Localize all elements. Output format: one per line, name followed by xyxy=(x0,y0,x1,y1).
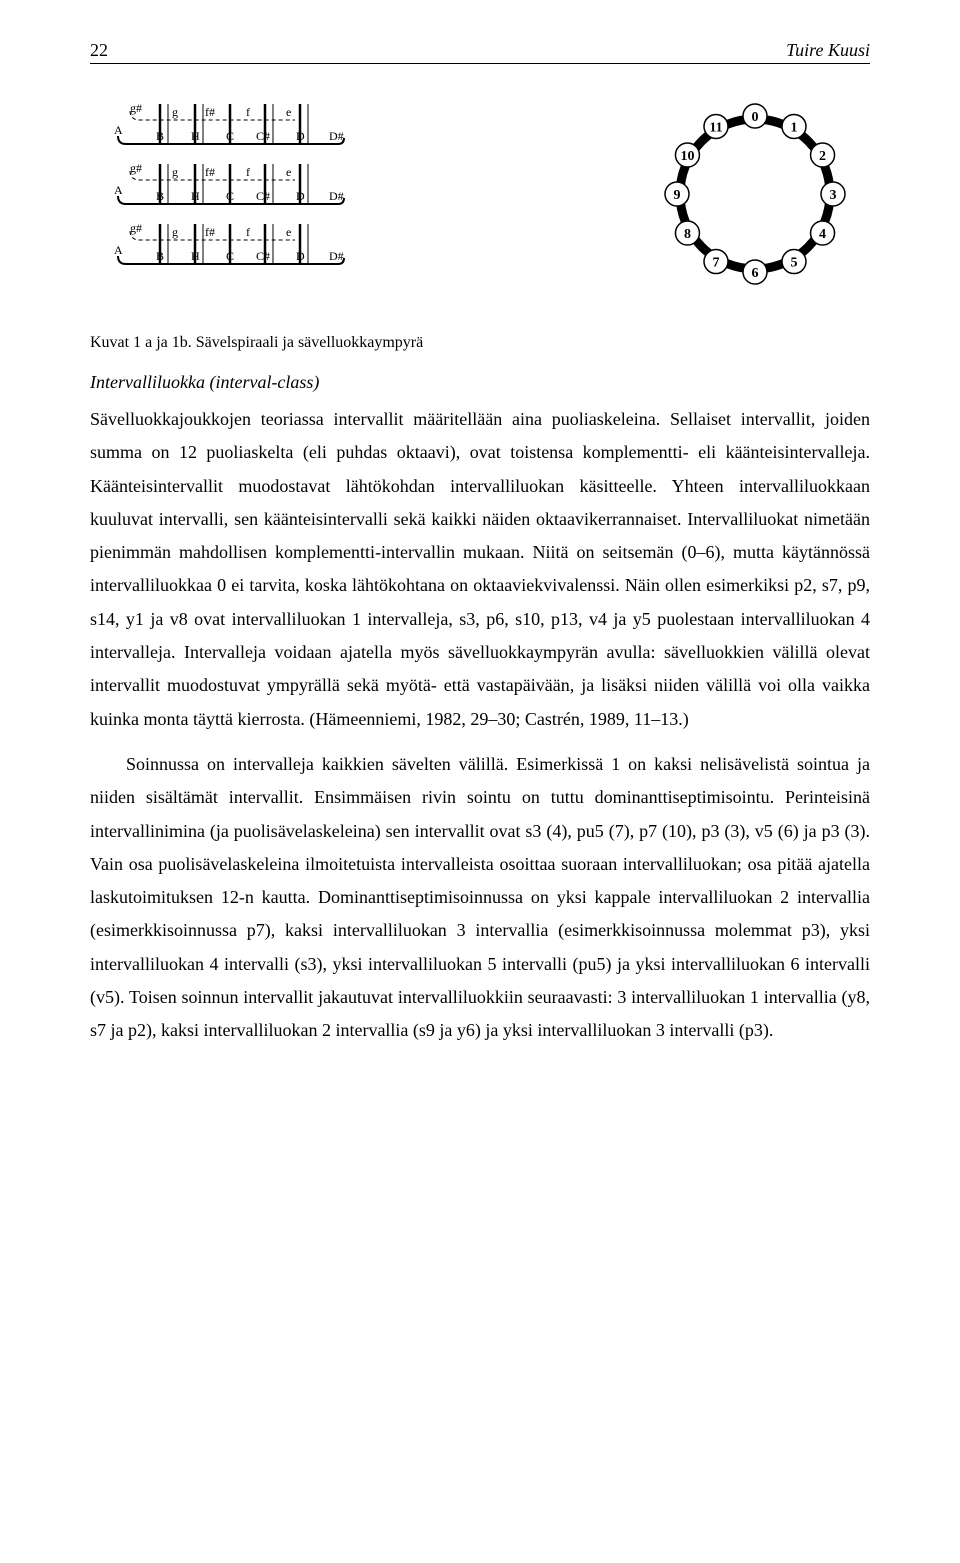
spiral-label: g xyxy=(172,165,178,179)
spiral-label: g# xyxy=(130,221,142,235)
spiral-label: g xyxy=(172,105,178,119)
clock-ring xyxy=(680,119,830,269)
clock-num-label: 7 xyxy=(713,256,720,271)
spiral-label: D# xyxy=(329,189,344,203)
clock-num-label: 10 xyxy=(680,149,694,164)
clock-num-label: 6 xyxy=(752,266,759,281)
figure-clock: 0 1 2 3 4 5 6 7 8 9 10 11 xyxy=(640,94,870,294)
clock-num-label: 0 xyxy=(752,110,759,125)
clock-num-label: 4 xyxy=(819,227,826,242)
spiral-label: e xyxy=(286,225,291,239)
figure-caption: Kuvat 1 a ja 1b. Sävelspiraali ja sävell… xyxy=(90,334,870,352)
spiral-label: C xyxy=(226,189,234,203)
clock-num-label: 8 xyxy=(684,227,691,242)
spiral-label: A xyxy=(114,183,123,197)
spiral-label: f# xyxy=(205,225,215,239)
spiral-label: D xyxy=(296,129,305,143)
spiral-label: D# xyxy=(329,129,344,143)
page-number: 22 xyxy=(90,40,108,61)
clock-numbers: 0 1 2 3 4 5 6 7 8 9 10 11 xyxy=(665,104,845,284)
clock-num-label: 1 xyxy=(791,120,798,135)
page-header: 22 Tuire Kuusi xyxy=(90,40,870,64)
spiral-label: f xyxy=(246,165,250,179)
section-title: Intervalliluokka (interval-class) xyxy=(90,372,870,393)
spiral-system-1: A B H C C# D D# g# g f# f e xyxy=(114,101,344,144)
spiral-label: H xyxy=(191,129,200,143)
spiral-label: C# xyxy=(256,249,270,263)
spiral-label: g# xyxy=(130,161,142,175)
author-name: Tuire Kuusi xyxy=(786,40,870,61)
figures-row: A B H C C# D D# g# g f# f e xyxy=(90,94,870,294)
spiral-label: D xyxy=(296,249,305,263)
spiral-label: f xyxy=(246,225,250,239)
spiral-label: A xyxy=(114,243,123,257)
spiral-label: C xyxy=(226,129,234,143)
spiral-label: C xyxy=(226,249,234,263)
body-paragraph-2: Soinnussa on intervalleja kaikkien sävel… xyxy=(90,748,870,1048)
body-paragraph-1: Sävelluokkajoukkojen teoriassa intervall… xyxy=(90,403,870,736)
spiral-label: e xyxy=(286,165,291,179)
spiral-label: D xyxy=(296,189,305,203)
spiral-label: g xyxy=(172,225,178,239)
figure-spiral: A B H C C# D D# g# g f# f e xyxy=(90,94,380,294)
spiral-system-3: A B H C C# D D# g# g f# f e xyxy=(114,221,344,264)
spiral-label: g# xyxy=(130,101,142,115)
spiral-label: H xyxy=(191,189,200,203)
spiral-svg: A B H C C# D D# g# g f# f e xyxy=(90,94,380,294)
clock-svg: 0 1 2 3 4 5 6 7 8 9 10 11 xyxy=(650,89,860,299)
spiral-label: f xyxy=(246,105,250,119)
clock-num-label: 2 xyxy=(819,149,826,164)
spiral-label: e xyxy=(286,105,291,119)
spiral-label: B xyxy=(156,189,164,203)
spiral-label: D# xyxy=(329,249,344,263)
clock-num-label: 9 xyxy=(674,188,681,203)
spiral-label: H xyxy=(191,249,200,263)
spiral-system-2: A B H C C# D D# g# g f# f e xyxy=(114,161,344,204)
spiral-label: B xyxy=(156,129,164,143)
clock-num-label: 3 xyxy=(830,188,837,203)
spiral-label: C# xyxy=(256,189,270,203)
spiral-label: B xyxy=(156,249,164,263)
clock-num-label: 11 xyxy=(709,120,722,135)
spiral-label: f# xyxy=(205,105,215,119)
spiral-label: A xyxy=(114,123,123,137)
clock-num-label: 5 xyxy=(791,256,798,271)
spiral-label: f# xyxy=(205,165,215,179)
spiral-label: C# xyxy=(256,129,270,143)
